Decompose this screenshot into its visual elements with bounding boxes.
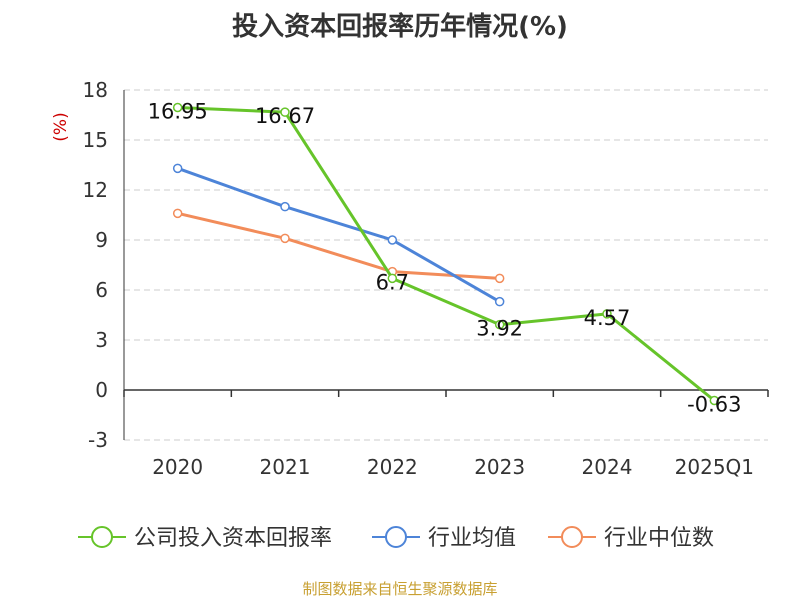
x-tick-label: 2021	[260, 455, 311, 479]
series-line	[177, 166, 501, 303]
x-tick-label: 2023	[474, 455, 525, 479]
chart-title: 投入资本回报率历年情况(%)	[232, 12, 568, 42]
data-point	[709, 395, 720, 406]
y-tick-label: 6	[95, 278, 108, 302]
y-tick-label: -3	[88, 428, 108, 452]
data-point	[280, 233, 290, 244]
data-label: 16.67	[255, 104, 315, 128]
data-point	[494, 296, 505, 307]
legend-label: 行业均值	[428, 526, 516, 551]
y-tick-label: 12	[83, 178, 108, 202]
y-axis-label: (%)	[51, 112, 71, 141]
data-point	[172, 208, 183, 219]
legend-label: 公司投入资本回报率	[134, 526, 332, 551]
data-point	[387, 273, 398, 284]
data-point	[494, 319, 505, 330]
y-tick-label: 9	[95, 228, 108, 252]
x-tick-label: 2025Q1	[675, 455, 754, 479]
data-point	[172, 102, 183, 113]
y-tick-label: 3	[95, 328, 108, 352]
data-point	[280, 107, 290, 117]
x-tick-label: 2020	[152, 455, 203, 479]
legend-marker	[91, 526, 113, 548]
series-line	[177, 106, 716, 402]
data-label: 6.7	[376, 270, 409, 294]
data-point	[387, 235, 398, 245]
data-label: 16.95	[148, 100, 208, 124]
legend-label: 行业中位数	[604, 526, 714, 551]
data-source-footer: 制图数据来自恒生聚源数据库	[302, 580, 498, 598]
x-tick-label: 2024	[582, 455, 633, 479]
data-point	[172, 163, 183, 174]
data-label: -0.63	[687, 393, 741, 417]
legend-marker	[385, 526, 407, 548]
y-tick-label: 0	[95, 378, 108, 402]
data-point	[602, 309, 612, 319]
series-line	[177, 211, 500, 280]
y-tick-label: 15	[83, 128, 108, 152]
data-label: 4.57	[584, 306, 631, 330]
data-point	[494, 273, 505, 284]
legend-marker	[561, 526, 583, 548]
x-tick-label: 2022	[367, 455, 418, 479]
data-label: 3.92	[476, 317, 523, 341]
y-tick-label: 18	[83, 78, 108, 102]
data-point	[280, 201, 290, 212]
